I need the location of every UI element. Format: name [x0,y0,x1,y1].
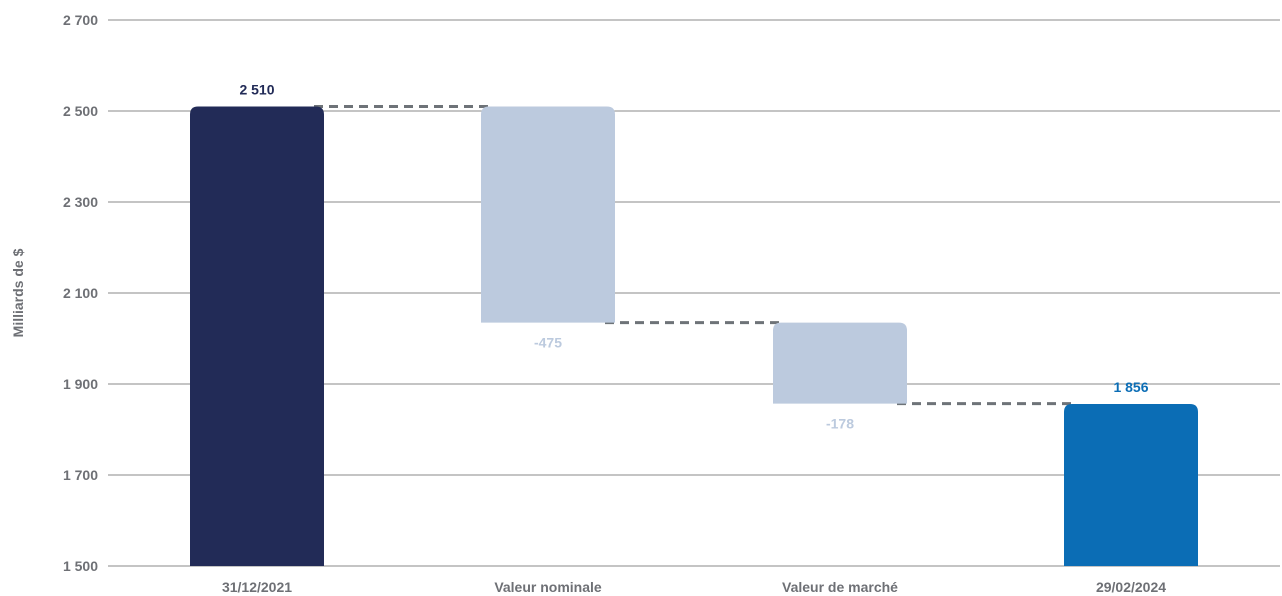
y-tick-label: 1 700 [63,467,98,483]
y-axis-ticks: 1 500 1 700 1 900 2 100 2 300 2 500 2 700 [63,12,98,574]
data-label: 1 856 [1113,379,1148,395]
data-label: 2 510 [239,81,274,97]
category-label: Valeur nominale [494,579,602,595]
connector-lines [314,104,1076,406]
y-axis-label: Milliards de $ [10,248,26,337]
bar-1 [190,106,324,566]
y-tick-label: 2 500 [63,103,98,119]
bars [190,106,1198,566]
y-tick-label: 1 900 [63,376,98,392]
y-tick-label: 2 100 [63,285,98,301]
data-labels: 2 510 -475 -178 1 856 [239,81,1148,431]
category-labels: 31/12/2021 Valeur nominale Valeur de march… [222,579,1166,595]
y-tick-label: 1 500 [63,558,98,574]
bar-3 [773,322,907,404]
category-label: 29/02/2024 [1096,579,1166,595]
data-label: -475 [534,335,562,351]
y-tick-label: 2 700 [63,12,98,28]
bar-4 [1064,404,1198,566]
category-label: Valeur de marché [782,579,898,595]
bar-2 [481,106,615,323]
y-tick-label: 2 300 [63,194,98,210]
category-label: 31/12/2021 [222,579,292,595]
data-label: -178 [826,416,854,432]
